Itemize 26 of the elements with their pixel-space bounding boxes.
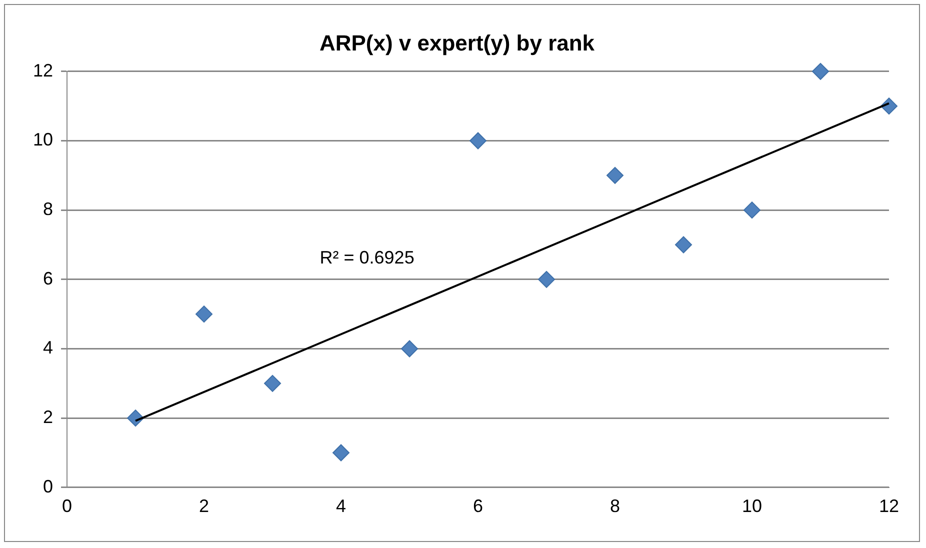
point (264, 374, 282, 392)
x-tick-label: 2 (199, 496, 210, 516)
x-tick-label: 4 (336, 496, 346, 516)
point (538, 270, 556, 288)
point (470, 132, 487, 150)
y-tick-label: 4 (43, 338, 54, 358)
y-tick-label: 10 (32, 130, 54, 150)
x-tick-label: 8 (610, 496, 620, 516)
y-tick-label: 2 (43, 407, 54, 428)
x-tick-label: 12 (878, 496, 900, 516)
y-tick-label: 6 (43, 268, 54, 288)
point (812, 62, 829, 80)
x-tick-label: 6 (473, 496, 484, 516)
point (401, 340, 418, 358)
annotation: R² = 0.6925 (320, 248, 414, 268)
y-tick-label: 8 (43, 199, 54, 220)
x-tick-label: 10 (742, 496, 762, 516)
point (332, 444, 350, 462)
y-tick-label: 12 (32, 60, 54, 80)
chart-title: ARP(x) v expert(y) by rank (319, 30, 596, 56)
point (196, 306, 213, 323)
y-tick-label: 0 (43, 476, 54, 496)
x-tick-label: 0 (62, 496, 72, 516)
point (675, 236, 692, 254)
point (744, 202, 761, 219)
point (606, 166, 624, 184)
